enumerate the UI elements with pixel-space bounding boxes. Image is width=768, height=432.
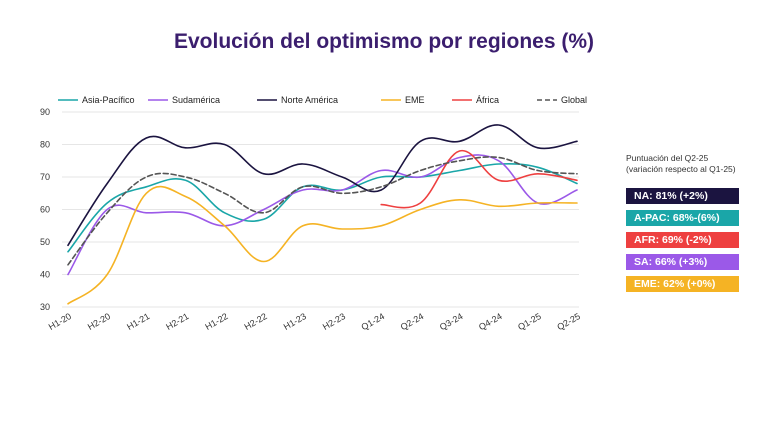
x-tick-label: H1-23 [282,311,308,332]
y-tick-label: 90 [40,107,50,117]
y-tick-label: 80 [40,140,50,150]
score-box-sa: SA: 66% (+3%) [626,254,739,270]
side-panel-title-line2: (variación respecto al Q1-25) [626,164,736,174]
gridlines [62,111,579,308]
side-panel-title: Puntuación del Q2-25 (variación respecto… [626,153,766,175]
legend-label-asia-pacifico: Asia-Pacífico [82,95,135,105]
score-box-eme: EME: 62% (+0%) [626,276,739,292]
y-tick-label: 40 [40,270,50,280]
legend: Asia-Pacífico Sudamérica Norte América EME Á… [58,95,587,105]
y-tick-label: 60 [40,205,50,215]
legend-label-sudamerica: Sudamérica [172,95,220,105]
chart-title: Evolución del optimismo por regiones (%) [173,30,595,53]
series-line-asia-pacifico [67,162,578,253]
y-tick-label: 50 [40,237,50,247]
score-box-afr: AFR: 69% (-2%) [626,232,739,248]
x-tick-label: Q1-25 [516,311,543,332]
x-tick-label: H1-20 [47,311,73,332]
legend-label-norte-america: Norte América [281,95,338,105]
x-tick-label: H1-21 [125,311,151,332]
y-tick-label: 70 [40,172,50,182]
legend-label-eme: EME [405,95,425,105]
x-tick-label: Q4-24 [477,311,504,332]
x-tick-label: Q2-25 [555,311,582,332]
x-axis: H1-20 H2-20 H1-21 H2-21 H1-22 H2-22 H1-23 H2-23… [47,311,582,332]
x-tick-label: H2-23 [321,311,347,332]
y-axis: 30 40 50 60 70 80 90 [40,107,50,312]
series-line-africa [380,150,578,209]
x-tick-label: Q1-24 [360,311,387,332]
line-chart: 30 40 50 60 70 80 90 H1-20 H2-20 H1-21 H2-21 H1-22… [40,95,587,332]
series-line-sudamerica [67,154,578,276]
series-lines [67,124,578,305]
series-line-global [67,156,578,266]
side-panel-title-line1: Puntuación del Q2-25 [626,153,709,163]
x-tick-label: H2-22 [243,311,269,332]
series-line-eme [67,185,578,305]
x-tick-label: H1-22 [203,311,229,332]
legend-label-africa: África [476,95,499,105]
x-tick-label: H2-21 [164,311,190,332]
score-box-na: NA: 81% (+2%) [626,188,739,204]
legend-label-global: Global [561,95,587,105]
x-tick-label: Q2-24 [399,311,426,332]
score-box-a-pac: A-PAC: 68%-(6%) [626,210,739,226]
y-tick-label: 30 [40,302,50,312]
x-tick-label: Q3-24 [438,311,465,332]
series-line-norte-america [67,124,578,247]
x-tick-label: H2-20 [86,311,112,332]
